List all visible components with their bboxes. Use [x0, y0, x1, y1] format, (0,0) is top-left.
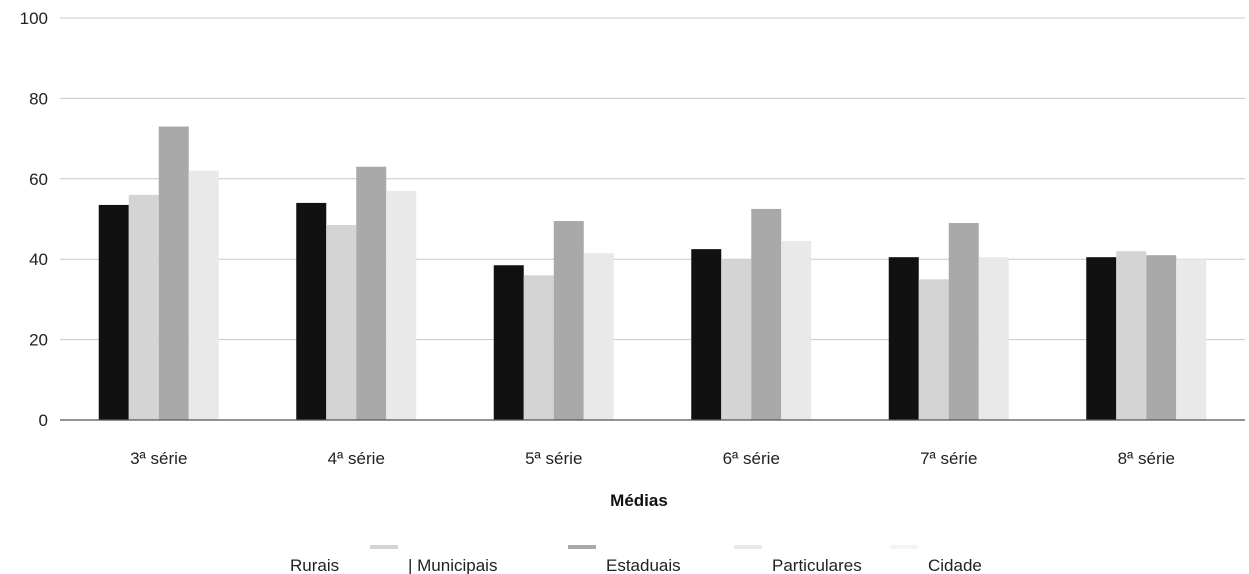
bar — [751, 208, 782, 420]
bar — [296, 202, 327, 420]
x-tick-label: 4ª série — [328, 449, 385, 468]
bar — [948, 223, 979, 420]
y-tick-label: 0 — [39, 411, 48, 430]
bar — [691, 249, 722, 420]
legend-label: Particulares — [772, 556, 862, 574]
bar — [888, 257, 919, 420]
x-tick-label: 6ª série — [723, 449, 780, 468]
bar — [1116, 251, 1147, 420]
bar — [583, 253, 614, 420]
bar — [523, 275, 554, 420]
legend-label: Cidade — [928, 556, 982, 574]
legend-label: Estaduais — [606, 556, 681, 574]
legend: Rurais | Municipais Estaduais Particulares C… — [290, 545, 982, 574]
y-tick-label: 40 — [29, 250, 48, 269]
x-tick-label: 8ª série — [1118, 449, 1175, 468]
bar — [386, 190, 417, 420]
bar — [553, 221, 584, 420]
bar — [918, 279, 949, 420]
y-tick-label: 100 — [20, 9, 48, 28]
legend-label: Rurais — [290, 556, 339, 574]
bar — [721, 259, 752, 420]
bar — [978, 257, 1009, 420]
bar — [781, 241, 812, 420]
bar — [158, 126, 189, 420]
legend-swatch — [890, 545, 918, 549]
bar — [128, 194, 159, 420]
grid-layer — [60, 17, 1245, 341]
x-tick-label: 5ª série — [525, 449, 582, 468]
y-tick-label: 60 — [29, 170, 48, 189]
legend-swatch — [568, 545, 596, 549]
bar — [98, 204, 129, 420]
axis-layer: 0 20 40 60 80 100 3ª série 4ª série 5ª série 6ª s… — [20, 9, 1245, 468]
bar — [1176, 259, 1207, 420]
bar — [188, 170, 219, 420]
y-tick-label: 80 — [29, 89, 48, 108]
bar — [326, 225, 357, 420]
bar — [493, 265, 524, 420]
legend-swatch — [370, 545, 398, 549]
x-axis-title: Médias — [610, 491, 668, 510]
x-tick-label: 7ª série — [920, 449, 977, 468]
bar — [1146, 255, 1177, 420]
legend-label: | Municipais — [408, 556, 497, 574]
bar — [1086, 257, 1117, 420]
legend-swatch — [734, 545, 762, 549]
bar — [356, 166, 387, 420]
y-tick-label: 20 — [29, 331, 48, 350]
x-tick-label: 3ª série — [130, 449, 187, 468]
bars-layer — [98, 126, 1207, 420]
